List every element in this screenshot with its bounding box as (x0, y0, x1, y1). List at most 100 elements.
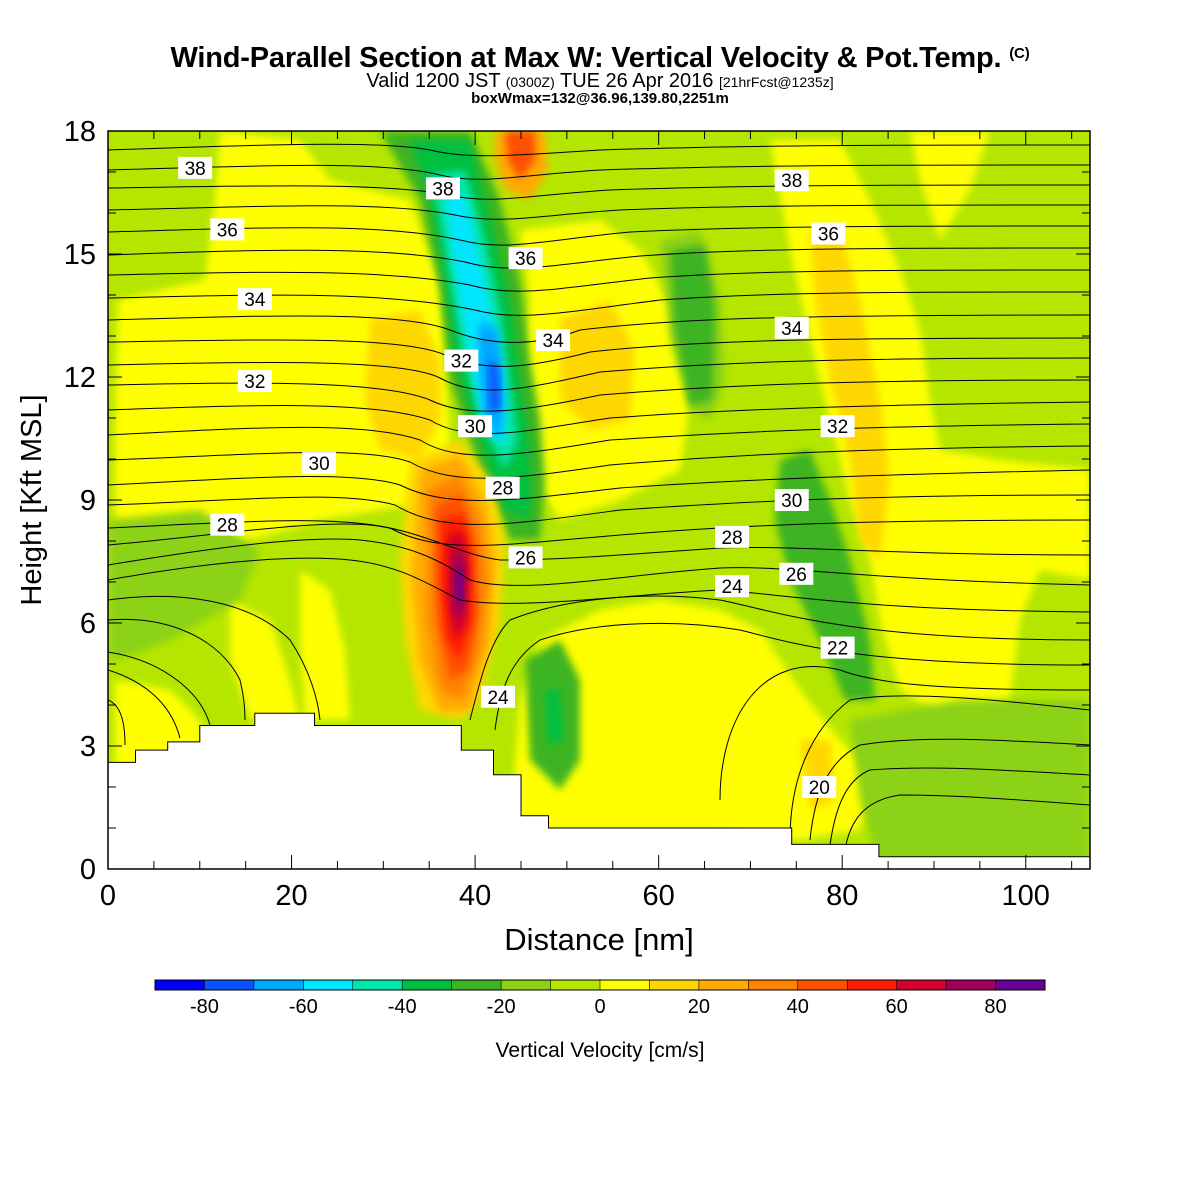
theta-label-text: 24 (487, 688, 509, 709)
theta-label-text: 26 (786, 565, 807, 586)
region-updraft-weak (230, 600, 300, 720)
colorbar-tick-label: -60 (289, 996, 318, 1018)
y-axis-title: Height [Kft MSL] (16, 394, 48, 605)
colorbar-swatch (402, 980, 453, 990)
theta-line (108, 225, 1090, 246)
theta-line (789, 695, 1090, 841)
theta-label-text: 28 (217, 516, 238, 537)
colorbar: -80 -60 -40 -20 0 20 40 60 80 (154, 979, 1046, 1018)
colorbar-swatch (698, 980, 749, 990)
theta-label-text: 36 (217, 220, 238, 241)
theta-contour-label: 38 (774, 169, 809, 192)
region-downdraft-core (488, 360, 500, 412)
theta-line (108, 618, 246, 721)
theta-contour-label: 38 (425, 177, 460, 200)
theta-label-box (178, 156, 213, 179)
theta-label-box (802, 776, 837, 798)
colorbar-swatch (303, 980, 354, 990)
y-tick-label: 3 (80, 731, 96, 763)
colorbar-swatch (204, 980, 255, 990)
theta-line (108, 519, 1090, 546)
theta-label-box (779, 562, 814, 585)
theta-contour-label: 36 (811, 222, 846, 246)
box-wmax-info: boxWmax=132@36.96,139.80,2251m (471, 90, 729, 107)
colorbar-swatch (155, 980, 205, 990)
x-tick-label: 80 (826, 880, 858, 912)
theta-line (108, 184, 1090, 200)
y-tick-label: 0 (80, 854, 96, 886)
x-tick-label: 20 (275, 880, 307, 912)
theta-label-box (715, 575, 750, 598)
theta-line (108, 143, 1090, 157)
colorbar-swatch (501, 980, 552, 990)
region-updraft-moderate (560, 300, 635, 430)
theta-line (494, 622, 1090, 731)
colorbar-tick-label: 20 (688, 996, 710, 1018)
chart-subtitle: Valid 1200 JST (0300Z) TUE 26 Apr 2016 [… (366, 70, 834, 92)
colorbar-swatch (748, 980, 799, 990)
theta-label-box (237, 370, 272, 393)
colorbar-swatch (995, 980, 1046, 990)
theta-label-box (811, 222, 846, 245)
theta-label-text: 28 (492, 479, 513, 500)
colorbar-swatch (649, 980, 700, 990)
x-tick-label: 60 (643, 880, 675, 912)
colorbar-swatch (352, 980, 403, 990)
theta-contour-label: 24 (715, 575, 750, 598)
theta-label-text: 34 (244, 290, 266, 311)
theta-line (108, 204, 1090, 220)
y-tick-label: 6 (80, 608, 96, 640)
theta-line (108, 247, 1090, 269)
theta-label-box (508, 546, 543, 569)
colorbar-swatch (797, 980, 848, 990)
copyright-mark: (C) (1009, 45, 1030, 62)
x-axis-title: Distance [nm] (504, 922, 694, 957)
x-tick-label: 40 (459, 880, 491, 912)
theta-line (108, 595, 321, 721)
theta-contour-label: 32 (444, 349, 479, 373)
theta-line (108, 669, 181, 739)
theta-label-box (774, 169, 809, 192)
theta-line (108, 164, 1090, 180)
theta-contour-label: 36 (508, 247, 543, 270)
theta-label-box (774, 489, 809, 511)
theta-contour-label: 28 (210, 513, 245, 537)
theta-label-box (508, 247, 543, 270)
theta-line (108, 557, 1090, 613)
theta-contour-label: 32 (820, 415, 855, 438)
theta-contour-label: 30 (302, 452, 337, 475)
colorbar-swatch (451, 980, 502, 990)
region-updraft-top (505, 131, 535, 180)
y-tick-label: 18 (64, 116, 96, 148)
theta-label-text: 30 (309, 454, 330, 475)
theta-line (108, 337, 1090, 367)
theta-label-box (820, 636, 855, 659)
colorbar-swatch (550, 980, 601, 990)
theta-contour-label: 38 (178, 156, 213, 180)
x-tick-label: 100 (1002, 880, 1050, 912)
theta-label-text: 32 (244, 372, 265, 393)
theta-contour-label: 22 (820, 636, 855, 660)
colorbar-tick-label: 0 (594, 996, 605, 1018)
colorbar-tick-label: -40 (388, 996, 417, 1018)
theta-contour-label: 26 (779, 562, 814, 586)
theta-label-box (210, 218, 245, 241)
theta-contour-label: 20 (802, 776, 837, 799)
theta-label-box (444, 349, 479, 372)
theta-line (108, 494, 1090, 525)
theta-label-text: 34 (781, 319, 803, 340)
theta-contour-label: 30 (774, 489, 809, 512)
theta-label-text: 36 (818, 225, 839, 246)
theta-label-text: 28 (722, 528, 743, 549)
colorbar-swatch (946, 980, 997, 990)
colorbar-tick-label: 80 (984, 996, 1006, 1018)
theta-label-box (237, 288, 272, 311)
theta-line (108, 291, 1090, 316)
colorbar-tick-label: 60 (886, 996, 908, 1018)
theta-label-box (302, 452, 337, 475)
theta-label-box (820, 415, 855, 438)
theta-line (829, 767, 1090, 846)
theta-label-text: 30 (781, 491, 802, 512)
theta-label-box (485, 476, 520, 499)
